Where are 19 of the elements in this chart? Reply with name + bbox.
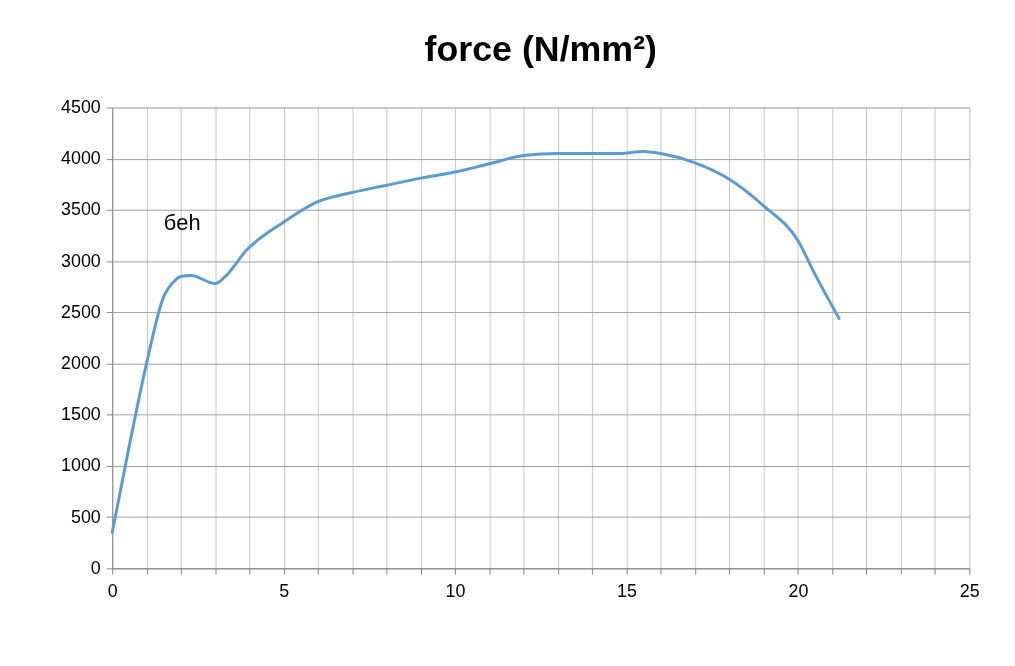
chart-title: force (N/mm²) [424, 28, 657, 69]
y-tick-label: 500 [70, 506, 101, 527]
x-tick-label: 15 [617, 580, 637, 601]
x-tick-label: 25 [959, 580, 980, 601]
line-series [110, 150, 841, 534]
y-tick-label: 4500 [61, 96, 101, 117]
y-tick-label: 2500 [61, 301, 101, 322]
x-tick-label: 20 [788, 580, 809, 601]
annotation: бeh [163, 209, 201, 235]
y-tick-label: 2000 [61, 352, 101, 373]
y-tick-label: 1500 [61, 404, 101, 425]
x-tick-label: 0 [107, 580, 118, 601]
y-tick-label: 3000 [61, 250, 101, 271]
x-tick-label: 10 [445, 580, 466, 601]
y-tick-label: 1000 [61, 455, 101, 476]
y-tick-label: 0 [90, 557, 101, 578]
y-tick-label: 3500 [61, 199, 101, 220]
y-tick-label: 4000 [61, 148, 101, 169]
x-tick-label: 5 [279, 580, 290, 601]
